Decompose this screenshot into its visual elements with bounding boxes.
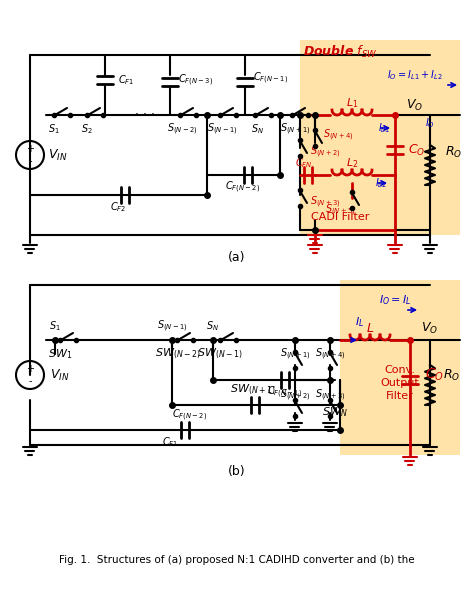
Text: -: - xyxy=(28,156,32,166)
Text: $R_O$: $R_O$ xyxy=(443,368,460,382)
Text: $S_1$: $S_1$ xyxy=(48,122,60,136)
Text: $S_{(N+2)}$: $S_{(N+2)}$ xyxy=(310,144,341,160)
Text: $I_O = I_{L1}+I_{L2}$: $I_O = I_{L1}+I_{L2}$ xyxy=(387,68,443,82)
Text: $V_{IN}$: $V_{IN}$ xyxy=(48,148,67,162)
Text: (a): (a) xyxy=(228,251,246,264)
Text: $S_{(N-1)}$: $S_{(N-1)}$ xyxy=(156,318,187,334)
Text: (b): (b) xyxy=(228,466,246,479)
Text: $C_{FN}$: $C_{FN}$ xyxy=(295,156,313,170)
Text: $C_{F1}$: $C_{F1}$ xyxy=(118,73,134,87)
Text: $S_N$: $S_N$ xyxy=(252,122,264,136)
Text: $C_{F(N-1)}$: $C_{F(N-1)}$ xyxy=(253,71,288,86)
Text: $L_2$: $L_2$ xyxy=(346,156,358,170)
Text: $V_O$: $V_O$ xyxy=(421,320,438,336)
Text: $SW_1$: $SW_1$ xyxy=(48,347,72,361)
Text: Conv.: Conv. xyxy=(384,365,416,375)
Text: -: - xyxy=(28,376,32,386)
Bar xyxy=(340,280,460,455)
Text: +: + xyxy=(26,144,34,154)
Text: $C_O$: $C_O$ xyxy=(408,142,425,158)
Text: Double $f_{SW}$: Double $f_{SW}$ xyxy=(302,44,377,60)
Bar xyxy=(300,40,460,235)
Text: $S_{(N+3)}$: $S_{(N+3)}$ xyxy=(310,195,341,210)
Text: $R_O$: $R_O$ xyxy=(445,145,462,160)
Text: $I_L$: $I_L$ xyxy=(356,315,365,329)
Text: $I_O = I_L$: $I_O = I_L$ xyxy=(379,293,411,307)
Text: CADI Filter: CADI Filter xyxy=(311,212,369,222)
Text: · · ·: · · · xyxy=(125,333,145,346)
Text: $S_{(N+1)}$: $S_{(N+1)}$ xyxy=(280,122,310,137)
Text: $S_{(N+2)}$: $S_{(N+2)}$ xyxy=(280,387,310,403)
Text: $C_O$: $C_O$ xyxy=(425,367,444,383)
Text: Fig. 1.  Structures of (a) proposed N:1 CADIHD converter and (b) the: Fig. 1. Structures of (a) proposed N:1 C… xyxy=(59,555,415,565)
Text: $S_{(N+3)}$: $S_{(N+3)}$ xyxy=(315,387,346,403)
Text: $S_{(N-2)}$: $S_{(N-2)}$ xyxy=(167,122,197,137)
Text: $S_{(N+4)}$: $S_{(N+4)}$ xyxy=(315,346,346,362)
Text: $L_1$: $L_1$ xyxy=(346,96,358,110)
Text: Output: Output xyxy=(381,378,419,388)
Text: $I_{L2}$: $I_{L2}$ xyxy=(375,176,387,190)
Text: $V_O$: $V_O$ xyxy=(407,97,424,113)
Text: $V_{IN}$: $V_{IN}$ xyxy=(50,368,70,382)
Text: $S_2$: $S_2$ xyxy=(81,122,93,136)
Text: $SW_{(N+1)}$: $SW_{(N+1)}$ xyxy=(230,383,276,397)
Text: $C_{F1}$: $C_{F1}$ xyxy=(162,435,178,449)
Text: $C_{F(N-2)}$: $C_{F(N-2)}$ xyxy=(172,407,207,423)
Text: $S_N$: $S_N$ xyxy=(207,319,219,333)
Text: +: + xyxy=(26,364,34,374)
Text: $C_{F(N-1)}$: $C_{F(N-1)}$ xyxy=(267,384,302,400)
Text: $SW_{(N-2)}$: $SW_{(N-2)}$ xyxy=(155,347,201,361)
Text: $S_{(N+4)}$: $S_{(N+4)}$ xyxy=(323,127,354,143)
Text: $L$: $L$ xyxy=(366,321,374,334)
Text: $S_{(N+5)}$: $S_{(N+5)}$ xyxy=(325,202,356,218)
Text: $SW_N$: $SW_N$ xyxy=(322,405,348,419)
Text: · · ·: · · · xyxy=(135,109,155,122)
Text: $SW_{(N-1)}$: $SW_{(N-1)}$ xyxy=(197,347,243,361)
Text: $S_1$: $S_1$ xyxy=(49,319,61,333)
Text: $S_{(N-1)}$: $S_{(N-1)}$ xyxy=(207,122,237,137)
Text: $I_O$: $I_O$ xyxy=(425,116,435,130)
Text: $C_{F2}$: $C_{F2}$ xyxy=(110,200,126,214)
Text: $S_{(N+1)}$: $S_{(N+1)}$ xyxy=(280,346,310,362)
Text: Filter: Filter xyxy=(386,391,414,401)
Text: $C_{F(N-3)}$: $C_{F(N-3)}$ xyxy=(178,72,213,88)
Text: $C_{F(N-2)}$: $C_{F(N-2)}$ xyxy=(225,179,261,195)
Text: $I_{L1}$: $I_{L1}$ xyxy=(378,121,390,135)
